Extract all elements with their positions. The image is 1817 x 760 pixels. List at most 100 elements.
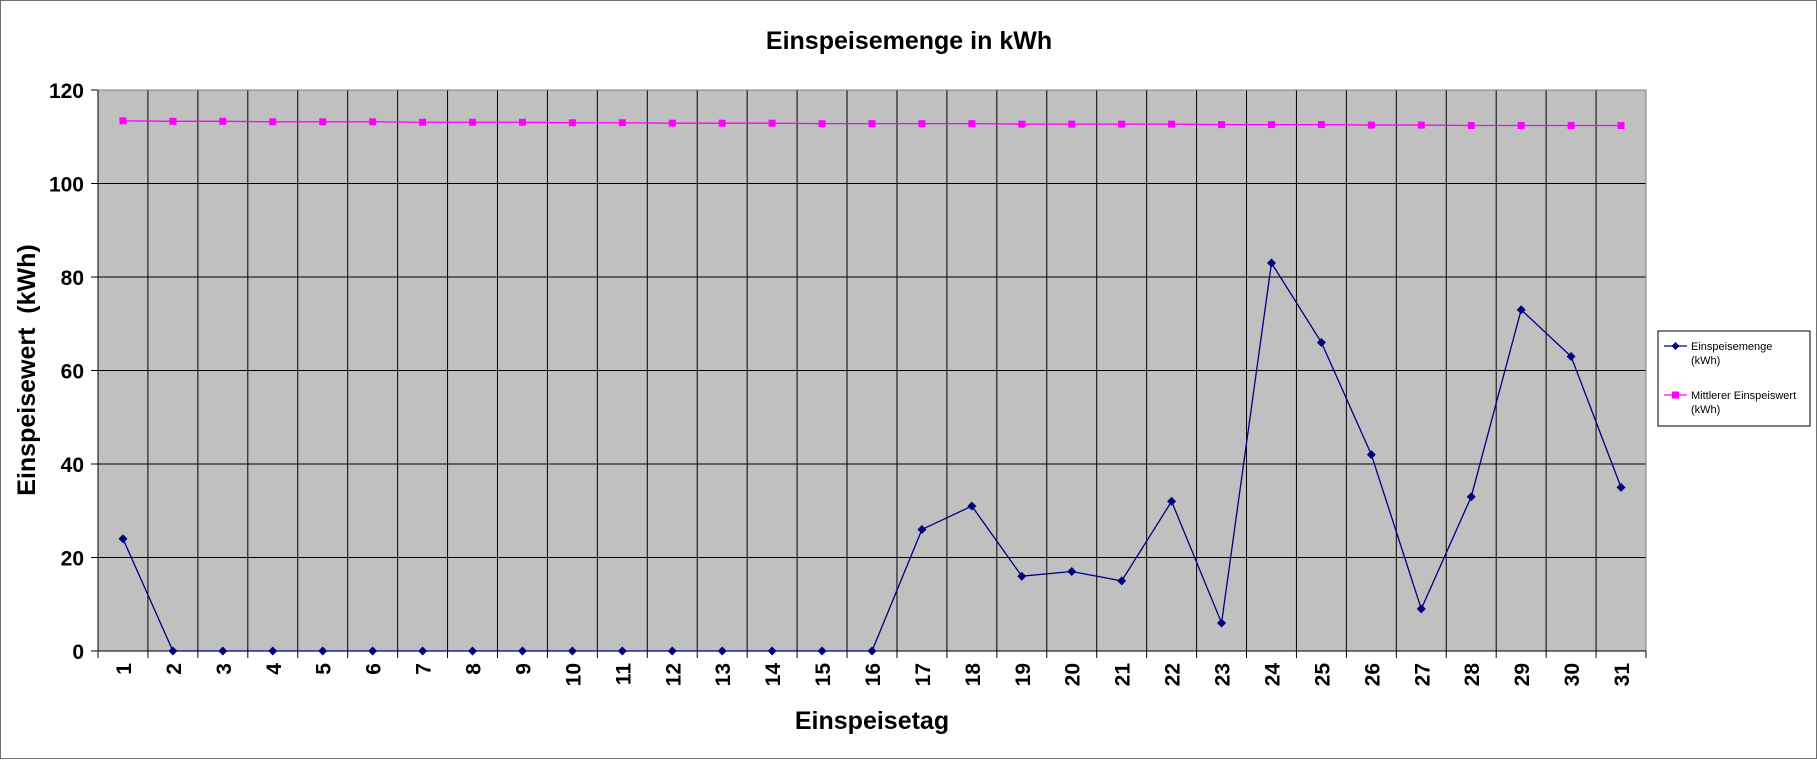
x-tick-label: 11 xyxy=(612,663,635,686)
data-point xyxy=(918,120,926,128)
y-tick-label: 80 xyxy=(61,267,84,290)
data-point xyxy=(1167,496,1177,506)
legend-item-2: Mittlerer Einspeiswert (kWh) xyxy=(1664,390,1796,416)
data-point xyxy=(1316,337,1326,347)
data-point xyxy=(1018,120,1026,128)
x-tick-label: 17 xyxy=(912,663,935,686)
x-tick-label: 5 xyxy=(313,663,336,675)
x-tick-label: 22 xyxy=(1162,663,1185,686)
data-point xyxy=(419,118,427,126)
legend-label: Einspeisemenge xyxy=(1691,341,1772,353)
data-point xyxy=(1168,120,1176,128)
data-point xyxy=(119,117,127,125)
data-point xyxy=(717,646,727,656)
data-point xyxy=(418,646,428,656)
data-point xyxy=(268,646,278,656)
data-point xyxy=(568,119,576,127)
x-tick-label: 15 xyxy=(812,663,835,687)
x-tick-label: 28 xyxy=(1461,663,1484,687)
x-axis-title: Einspeisetag xyxy=(795,707,949,735)
data-point xyxy=(1266,258,1276,268)
data-point xyxy=(1317,121,1325,129)
x-tick-label: 19 xyxy=(1012,663,1035,686)
legend-swatch-marker xyxy=(1671,342,1680,350)
data-point xyxy=(1566,351,1576,361)
legend: Einspeisemenge (kWh) Mittlerer Einspeiswer… xyxy=(1657,330,1811,427)
data-point xyxy=(318,646,328,656)
data-point xyxy=(1417,121,1425,129)
data-point xyxy=(967,501,977,511)
series-2 xyxy=(119,117,1625,130)
legend-label-unit: (kWh) xyxy=(1691,355,1720,367)
x-tick-label: 16 xyxy=(862,663,885,686)
data-point xyxy=(767,646,777,656)
series-lines xyxy=(118,117,1626,656)
y-tick-label: 20 xyxy=(61,548,84,571)
x-tick-label: 29 xyxy=(1511,663,1534,686)
gridlines xyxy=(98,89,1646,651)
x-tick-label: 12 xyxy=(662,663,685,686)
legend-box xyxy=(1657,330,1811,427)
legend-label: Mittlerer Einspeiswert xyxy=(1691,390,1796,402)
legend-swatch-marker xyxy=(1672,391,1679,399)
y-tick-label: 0 xyxy=(72,641,84,664)
data-point xyxy=(1367,121,1375,129)
data-point xyxy=(818,120,826,128)
data-point xyxy=(1466,492,1476,502)
data-point xyxy=(518,118,526,126)
x-tick-label: 23 xyxy=(1212,663,1235,686)
data-point xyxy=(1267,121,1275,129)
x-tick-label: 1 xyxy=(113,663,136,675)
data-point xyxy=(1467,122,1475,130)
data-point xyxy=(668,119,676,127)
data-point xyxy=(218,646,228,656)
x-tick-label: 21 xyxy=(1112,663,1135,687)
data-point xyxy=(867,646,877,656)
x-tick-label: 26 xyxy=(1361,663,1384,686)
x-tick-label: 10 xyxy=(562,663,585,686)
data-point xyxy=(368,646,378,656)
x-tick-label: 4 xyxy=(263,663,286,675)
x-tick-label: 30 xyxy=(1561,663,1584,686)
data-point xyxy=(1217,618,1227,628)
chart-title: Einspeisemenge in kWh xyxy=(766,27,1052,55)
data-point xyxy=(219,117,227,125)
x-tick-label: 20 xyxy=(1062,663,1085,686)
data-point xyxy=(1068,120,1076,128)
data-point xyxy=(1118,120,1126,128)
x-tick-label: 31 xyxy=(1611,663,1634,687)
data-point xyxy=(1617,122,1625,130)
data-point xyxy=(469,118,477,126)
x-tick-label: 14 xyxy=(762,663,785,687)
data-point xyxy=(1616,482,1626,492)
data-point xyxy=(618,119,626,127)
x-tick-label: 9 xyxy=(512,663,535,675)
data-point xyxy=(968,120,976,128)
data-point xyxy=(1017,571,1027,581)
x-tick-label: 2 xyxy=(163,663,186,675)
data-point xyxy=(567,646,577,656)
y-tick-label: 40 xyxy=(61,454,84,477)
data-point xyxy=(269,118,277,126)
data-point xyxy=(169,117,177,125)
x-tick-label: 6 xyxy=(363,663,386,675)
data-point xyxy=(1516,305,1526,315)
data-point xyxy=(1067,567,1077,577)
x-tick-label: 8 xyxy=(463,663,486,675)
y-tick-label: 120 xyxy=(49,80,84,103)
data-point xyxy=(1117,576,1127,586)
data-point xyxy=(917,524,927,534)
legend-item-1: Einspeisemenge (kWh) xyxy=(1664,341,1772,367)
data-point xyxy=(1218,121,1226,129)
data-point xyxy=(468,646,478,656)
y-tick-label: 60 xyxy=(61,361,84,384)
data-point xyxy=(768,119,776,127)
x-tick-label: 13 xyxy=(712,663,735,686)
data-point xyxy=(1366,450,1376,460)
x-tick-label: 18 xyxy=(962,663,985,687)
data-point xyxy=(817,646,827,656)
data-point xyxy=(319,118,327,126)
